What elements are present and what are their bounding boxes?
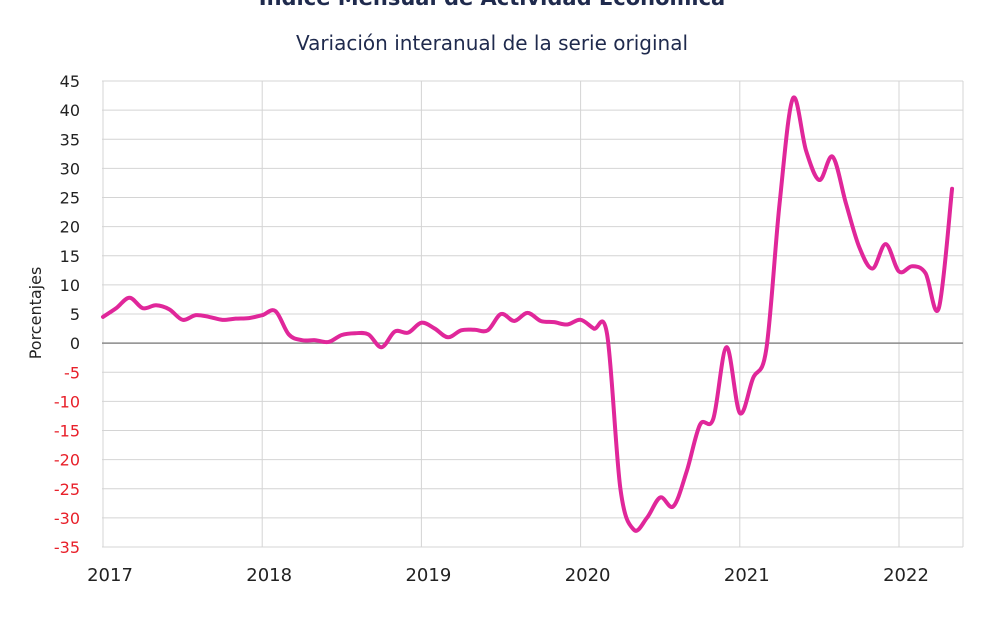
y-tick-label: -30 (54, 509, 80, 528)
y-tick-label: -15 (54, 422, 80, 441)
y-tick-label: 0 (70, 334, 80, 353)
x-axis-ticks: 2017 2018 2019 2020 2021 2022 (87, 565, 929, 586)
y-tick-label: 10 (60, 276, 80, 295)
x-tick-label: 2022 (883, 565, 929, 586)
y-tick-label: -10 (54, 392, 80, 411)
y-tick-label: 40 (60, 101, 80, 120)
x-tick-label: 2020 (565, 565, 611, 586)
x-tick-label: 2017 (87, 565, 133, 586)
y-axis-ticks: -35 -30 -25 -20 -15 -10 -5 0 5 10 15 20 25 30 35 40 45 (54, 72, 80, 557)
x-tick-label: 2018 (246, 565, 292, 586)
y-tick-label: -35 (54, 538, 80, 557)
y-tick-label: 20 (60, 218, 80, 237)
x-tick-label: 2019 (405, 565, 451, 586)
y-tick-label: 45 (60, 72, 80, 91)
y-axis-label: Porcentajes (26, 267, 45, 360)
y-tick-label: -20 (54, 451, 80, 470)
y-tick-label: -5 (64, 363, 80, 382)
y-tick-label: -25 (54, 480, 80, 499)
chart-subtitle: Variación interanual de la serie origina… (295, 31, 689, 55)
series-line (101, 95, 955, 533)
y-tick-label: 25 (60, 189, 80, 208)
y-tick-label: 35 (60, 130, 80, 149)
x-tick-label: 2021 (724, 565, 770, 586)
chart-title: Índice Mensual de Actividad Económica (0, 0, 984, 10)
y-tick-label: 30 (60, 159, 80, 178)
series-layer (101, 95, 955, 533)
y-tick-label: 5 (70, 305, 80, 324)
y-tick-label: 15 (60, 247, 80, 266)
